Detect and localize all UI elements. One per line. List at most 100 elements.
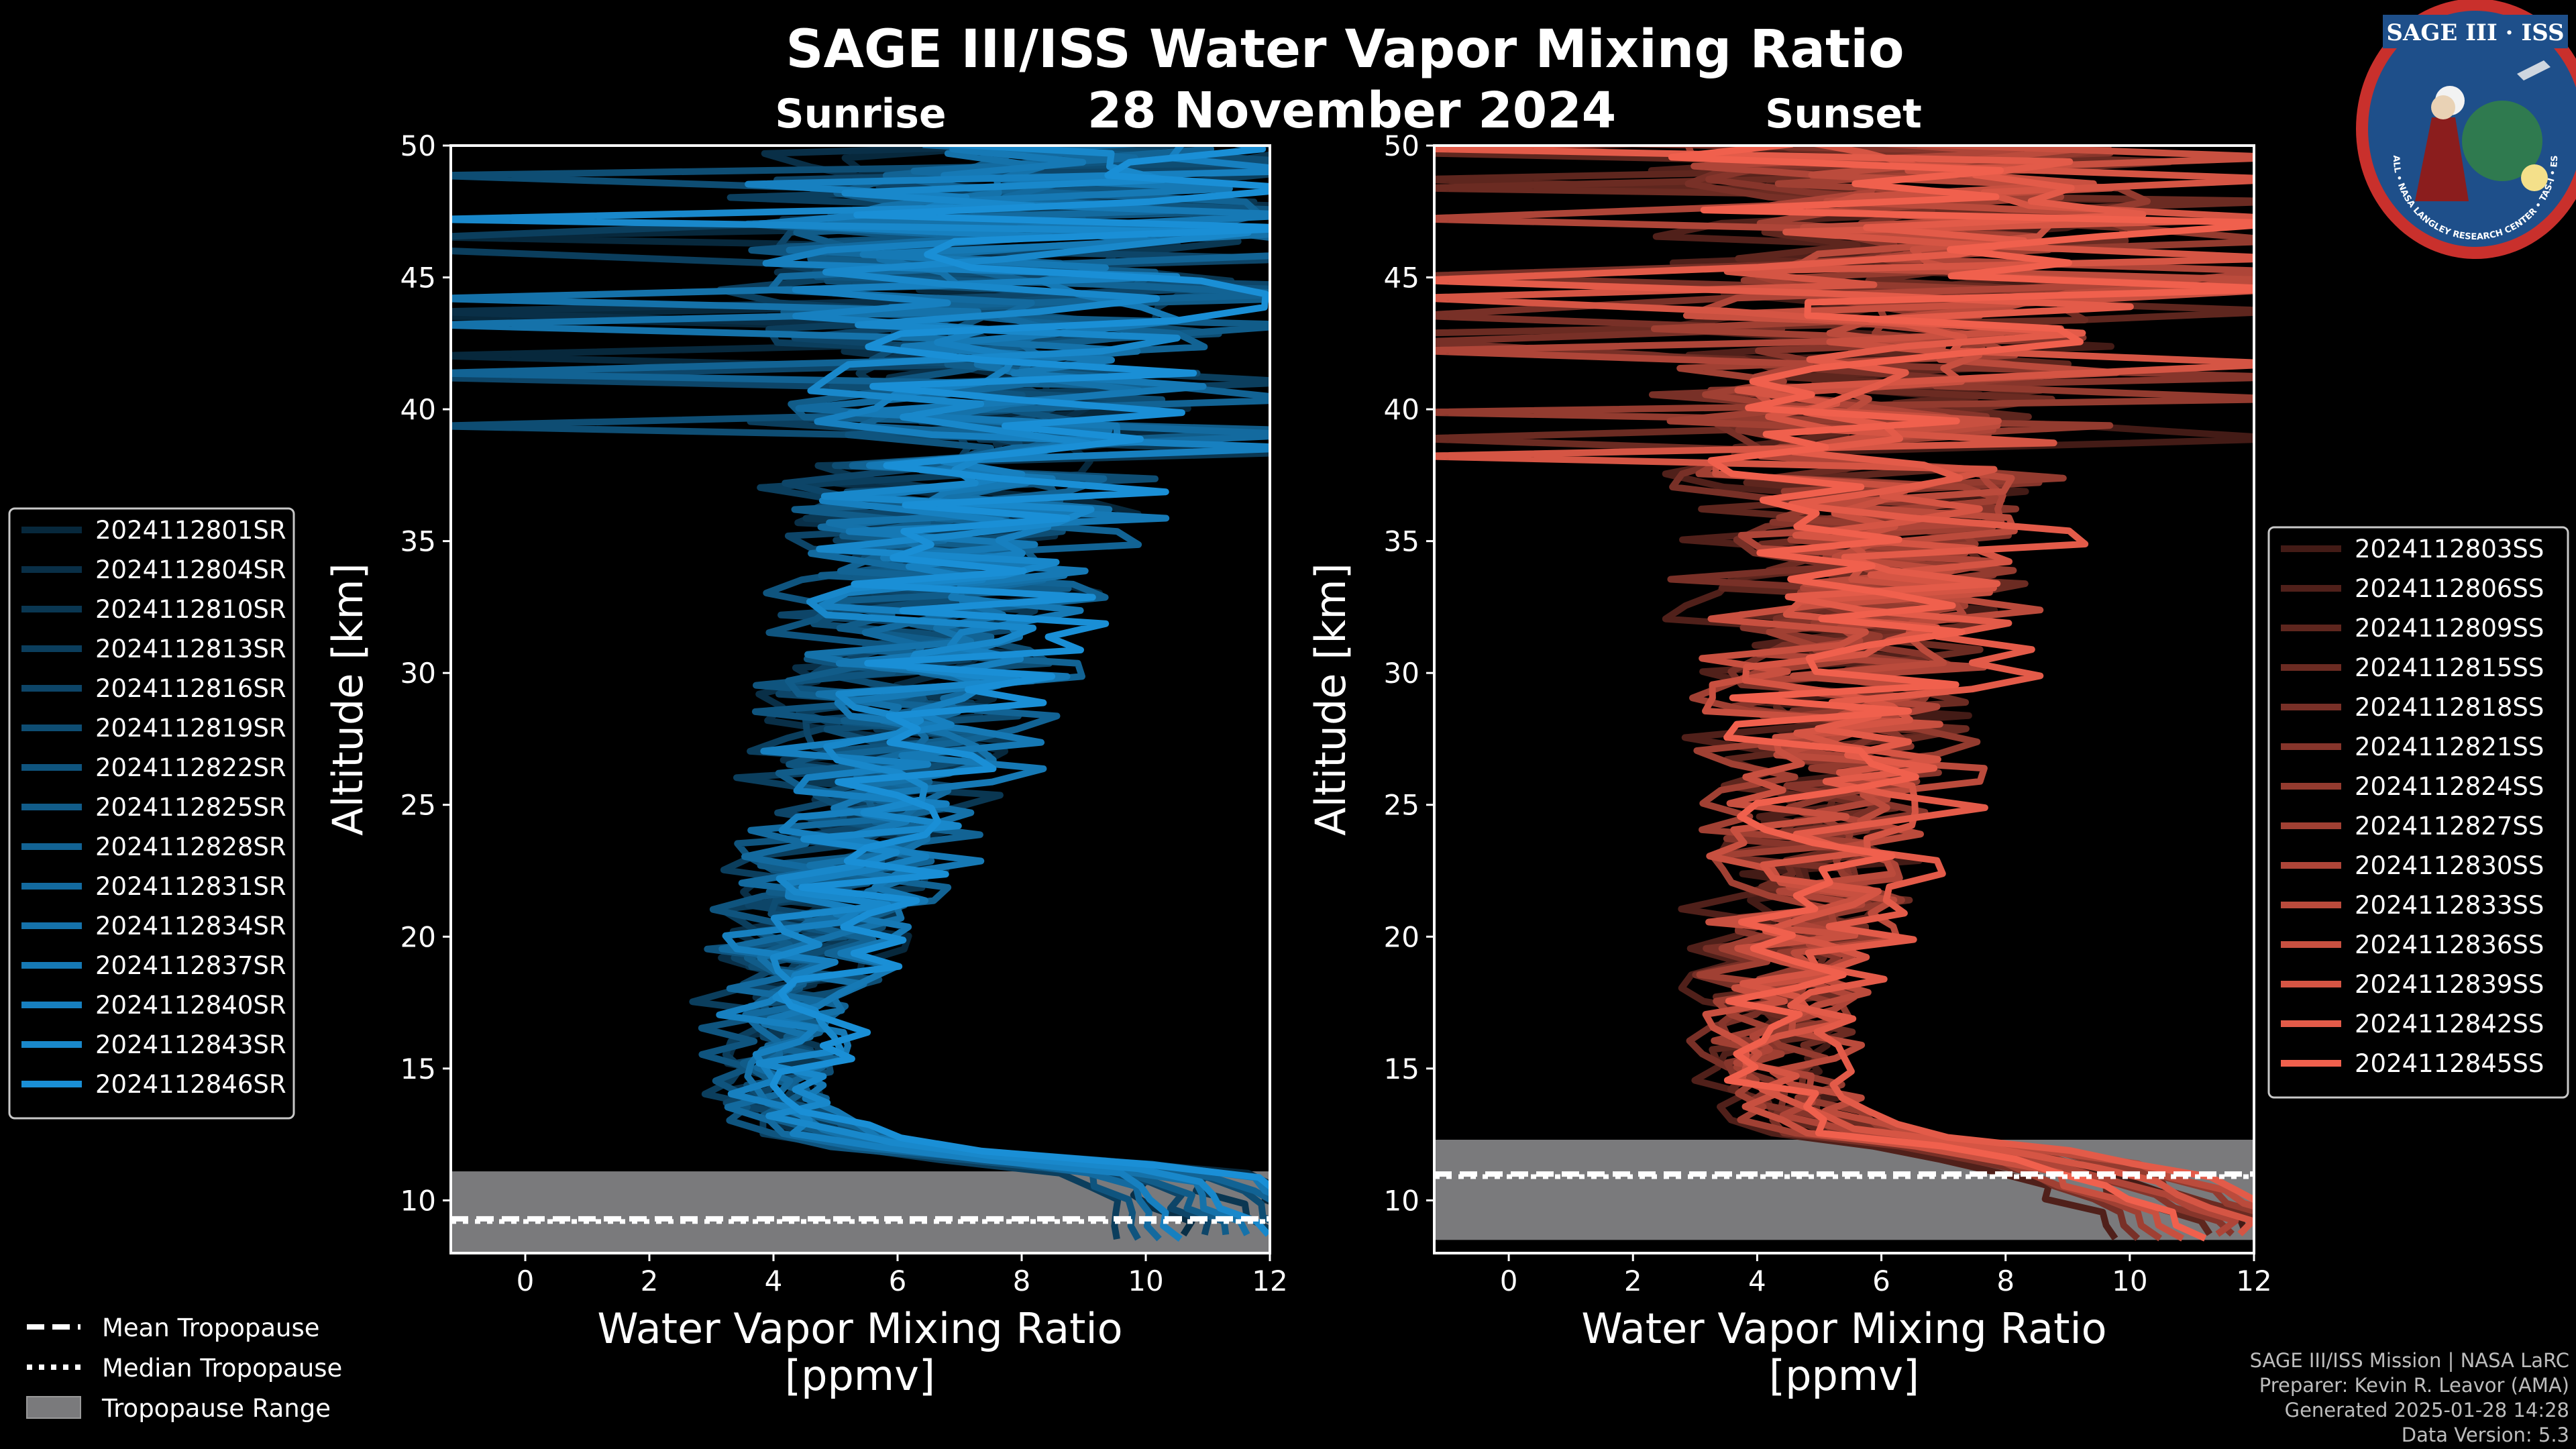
sr-x-axis-label: [ppmv] [785, 1351, 935, 1400]
legend-label-2024112846SR: 2024112846SR [95, 1070, 286, 1099]
legend-label-2024112824SS: 2024112824SS [2355, 772, 2544, 801]
legend-label-2024112804SR: 2024112804SR [95, 555, 286, 584]
ss-ytick-label: 40 [1384, 393, 1419, 426]
sunset-panel: 0 2 4 6 8 10 12 10 15 20 25 30 35 40 45 50 Altitude [km]… [1306, 129, 2272, 1400]
legend-label-2024112818SS: 2024112818SS [2355, 693, 2544, 722]
ss-xtick-label: 2 [1624, 1265, 1642, 1297]
credit-line-version: Data Version: 5.3 [2402, 1424, 2569, 1446]
legend-label-2024112834SR: 2024112834SR [95, 912, 286, 941]
sr-plot-area [451, 146, 1270, 1253]
legend-label-2024112840SR: 2024112840SR [95, 991, 286, 1020]
ss-ytick-label: 30 [1384, 657, 1419, 690]
sr-ytick-label: 35 [400, 525, 436, 558]
ss-ytick-label: 15 [1384, 1053, 1419, 1085]
logo-sun [2521, 164, 2548, 191]
legend-label-2024112803SS: 2024112803SS [2355, 535, 2544, 564]
tropopause-range-label: Tropopause Range [101, 1394, 331, 1423]
sr-xtick-label: 6 [889, 1265, 907, 1297]
sr-xtick-label: 10 [1128, 1265, 1163, 1297]
sr-xtick-label: 12 [1252, 1265, 1287, 1297]
ss-ytick-label: 25 [1384, 789, 1419, 822]
legend-label-2024112816SR: 2024112816SR [95, 674, 286, 703]
logo-sage-head [2431, 95, 2455, 119]
sr-xtick-label: 4 [765, 1265, 783, 1297]
legend-label-2024112845SS: 2024112845SS [2355, 1049, 2544, 1078]
legend-label-2024112806SS: 2024112806SS [2355, 574, 2544, 603]
logo-space-station [2517, 60, 2551, 80]
legend-label-2024112815SS: 2024112815SS [2355, 653, 2544, 682]
sr-xtick-label: 0 [517, 1265, 535, 1297]
legend-label-2024112825SR: 2024112825SR [95, 793, 286, 822]
legend-label-2024112830SS: 2024112830SS [2355, 851, 2544, 880]
sr-ytick-label: 45 [400, 262, 436, 294]
legend-label-2024112836SS: 2024112836SS [2355, 930, 2544, 959]
sr-y-axis-label: Altitude [km] [323, 563, 372, 836]
sr-ytick-label: 25 [400, 789, 436, 822]
sunset-legend-frame [2267, 526, 2569, 1099]
ss-xtick-label: 4 [1748, 1265, 1766, 1297]
legend-label-2024112843SR: 2024112843SR [95, 1030, 286, 1059]
sunrise-panel-label: Sunrise [775, 91, 946, 138]
ss-xtick-label: 10 [2112, 1265, 2147, 1297]
profile-2024112842SS [1434, 146, 2254, 1204]
median-tropopause-label: Median Tropopause [102, 1354, 342, 1383]
legend-label-2024112813SR: 2024112813SR [95, 635, 286, 663]
legend-label-2024112837SR: 2024112837SR [95, 951, 286, 980]
ss-plot-area [1434, 146, 2254, 1242]
credit-line-generated: Generated 2025-01-28 14:28 [2285, 1399, 2569, 1421]
ss-x-axis-label: Water Vapor Mixing Ratio [1581, 1304, 2106, 1353]
sunrise-legend: 2024112801SR 2024112804SR 2024112810SR 2024… [8, 507, 295, 1120]
logo-sage-figure [2415, 117, 2469, 201]
sr-x-axis-label: Water Vapor Mixing Ratio [597, 1304, 1122, 1353]
sr-ytick-label: 50 [400, 129, 436, 162]
ss-y-axis-label: Altitude [km] [1306, 563, 1355, 836]
legend-label-2024112809SS: 2024112809SS [2355, 614, 2544, 643]
legend-label-2024112810SR: 2024112810SR [95, 595, 286, 624]
ss-axes-frame [1433, 144, 2255, 1254]
ss-xtick-label: 12 [2236, 1265, 2271, 1297]
chart-date: 28 November 2024 [1087, 82, 1616, 140]
chart-title: SAGE III/ISS Water Vapor Mixing Ratio [786, 19, 1904, 80]
ss-x-axis-label: [ppmv] [1769, 1351, 1919, 1400]
logo-banner [2383, 15, 2568, 48]
ss-ytick-label: 45 [1384, 262, 1419, 294]
sunrise-panel: 0 2 4 6 8 10 12 10 15 20 25 30 35 40 45 50 Altitude [km]… [323, 129, 1288, 1400]
legend-label-2024112821SS: 2024112821SS [2355, 733, 2544, 761]
sr-ytick-label: 30 [400, 657, 436, 690]
tropopause-range-swatch [26, 1396, 81, 1419]
credit-line-preparer: Preparer: Kevin R. Leavor (AMA) [2259, 1374, 2569, 1397]
ss-xtick-label: 8 [1996, 1265, 2015, 1297]
legend-label-2024112842SS: 2024112842SS [2355, 1010, 2544, 1038]
sr-xtick-label: 8 [1013, 1265, 1031, 1297]
logo-earth [2462, 101, 2542, 181]
sunset-legend: 2024112803SS 2024112806SS 2024112809SS 2024… [2267, 526, 2569, 1099]
legend-label-2024112831SR: 2024112831SR [95, 872, 286, 901]
sr-ytick-label: 10 [400, 1184, 436, 1217]
legend-label-2024112801SR: 2024112801SR [95, 516, 286, 545]
tropopause-legend: Mean Tropopause Median Tropopause Tropop… [26, 1313, 342, 1423]
logo-title: SAGE III · ISS [2386, 19, 2564, 46]
legend-label-2024112819SR: 2024112819SR [95, 714, 286, 743]
sr-ytick-label: 15 [400, 1053, 436, 1085]
ss-xtick-label: 6 [1872, 1265, 1890, 1297]
profile-2024112845SS [1668, 146, 2254, 1242]
sunset-panel-label: Sunset [1765, 91, 1922, 138]
legend-label-2024112822SR: 2024112822SR [95, 753, 286, 782]
legend-label-2024112839SS: 2024112839SS [2355, 970, 2544, 999]
ss-ytick-label: 50 [1384, 129, 1419, 162]
credits-block: SAGE III/ISS Mission | NASA LaRC Prepare… [2250, 1349, 2569, 1446]
profile-2024112843SR [451, 146, 1270, 1237]
legend-label-2024112828SR: 2024112828SR [95, 833, 286, 861]
sr-xtick-label: 2 [641, 1265, 659, 1297]
sr-ytick-label: 20 [400, 920, 436, 953]
ss-ytick-label: 10 [1384, 1184, 1419, 1217]
legend-label-2024112833SS: 2024112833SS [2355, 891, 2544, 920]
sr-axes-frame [449, 144, 1271, 1254]
mean-tropopause-label: Mean Tropopause [102, 1313, 320, 1342]
legend-label-2024112827SS: 2024112827SS [2355, 812, 2544, 841]
ss-ytick-label: 35 [1384, 525, 1419, 558]
ss-xtick-label: 0 [1500, 1265, 1518, 1297]
sr-ytick-label: 40 [400, 393, 436, 426]
ss-ytick-label: 20 [1384, 920, 1419, 953]
